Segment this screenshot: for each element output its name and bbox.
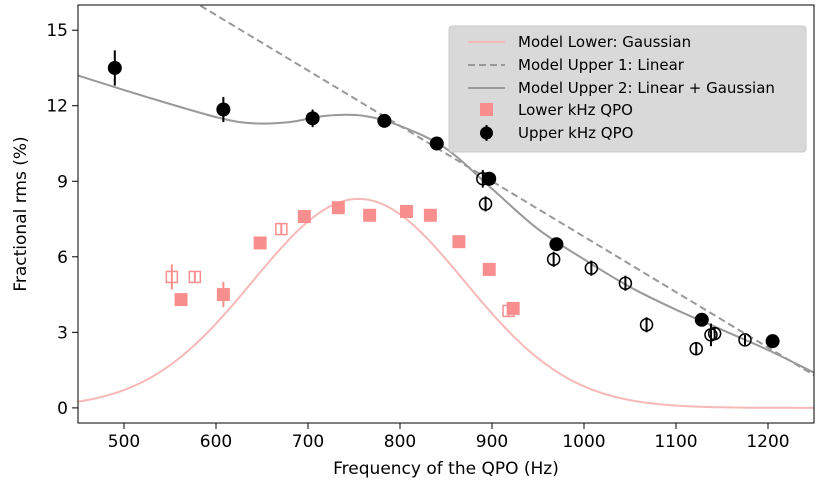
lower-qpo-open-point-0 (165, 270, 179, 284)
legend-label-lower-qpo: Lower kHz QPO (518, 101, 633, 119)
lower-qpo-point-5 (363, 208, 377, 222)
y-tick-label-3: 9 (57, 172, 68, 192)
upper-qpo-open-point-9 (738, 333, 752, 347)
y-tick-label-1: 3 (57, 323, 68, 343)
lower-qpo-point-2 (253, 236, 267, 250)
plot-frame (77, 4, 815, 424)
upper-qpo-open-point-8 (707, 326, 722, 341)
x-tick-label-0: 500 (108, 432, 140, 452)
model-lower-gaussian-curve (78, 197, 814, 409)
x-tick-label-4: 900 (476, 432, 508, 452)
legend-label-model-lower: Model Lower: Gaussian (518, 33, 691, 51)
lower-qpo-point-3 (297, 210, 311, 224)
y-tick-label-2: 6 (57, 248, 68, 268)
legend-label-model-upper1: Model Upper 1: Linear (518, 56, 685, 74)
upper-qpo-point-2 (305, 111, 320, 126)
upper-qpo-point-1 (216, 102, 231, 117)
legend: Model Lower: Gaussian Model Upper 1: Lin… (448, 25, 807, 153)
data-points-layer (107, 50, 780, 356)
upper-qpo-point-6 (549, 237, 564, 252)
model-upper2-linear-gaussian-curve (78, 74, 814, 374)
y-tick-label-5: 15 (46, 21, 68, 41)
upper-qpo-point-7 (694, 312, 709, 327)
upper-qpo-open-point-0 (476, 171, 490, 186)
upper-qpo-point-3 (377, 113, 392, 128)
lower-qpo-open-point-1 (188, 270, 202, 284)
upper-qpo-open-point-5 (639, 318, 654, 332)
y-tick-label-0: 0 (57, 399, 68, 419)
y-tick-label-4: 12 (46, 97, 68, 117)
upper-qpo-point-0 (107, 60, 122, 75)
lower-qpo-open-point-2 (275, 222, 288, 236)
x-axis-label: Frequency of the QPO (Hz) (333, 459, 559, 479)
upper-qpo-open-point-4 (618, 276, 633, 290)
lower-qpo-point-0 (174, 293, 188, 307)
upper-qpo-point-4 (429, 136, 444, 151)
x-tick-label-6: 1100 (654, 432, 697, 452)
lower-qpo-point-6 (399, 204, 413, 218)
legend-label-model-upper2: Model Upper 2: Linear + Gaussian (518, 79, 775, 97)
model-curves-layer (78, 5, 814, 409)
lower-qpo-point-1 (216, 288, 230, 302)
upper-qpo-open-point-6 (689, 341, 703, 356)
model-upper1-linear-line (197, 5, 814, 377)
x-tick-label-3: 800 (384, 432, 416, 452)
lower-qpo-point-4 (331, 201, 345, 215)
lower-qpo-point-9 (482, 262, 496, 276)
legend-swatch-upper-qpo (480, 126, 493, 140)
legend-label-upper-qpo: Upper kHz QPO (518, 124, 633, 142)
legend-swatch-lower-qpo (480, 103, 493, 116)
x-tick-label-7: 1200 (746, 432, 789, 452)
x-tick-label-5: 1000 (562, 432, 605, 452)
upper-qpo-open-point-3 (584, 261, 599, 275)
y-axis-label: Fractional rms (%) (11, 136, 31, 291)
upper-qpo-point-8 (765, 334, 780, 349)
lower-qpo-open-point-3 (502, 304, 515, 318)
axis-ticks-layer: 500 600 700 800 900 1000 1100 1200 0 3 6 9 12 15 (46, 21, 789, 452)
lower-qpo-point-7 (423, 208, 437, 222)
x-tick-label-1: 600 (200, 432, 232, 452)
upper-qpo-open-point-1 (478, 197, 493, 211)
x-tick-label-2: 700 (292, 432, 324, 452)
lower-qpo-point-8 (452, 235, 466, 249)
legend-box (448, 25, 807, 153)
upper-qpo-open-point-2 (546, 252, 561, 267)
